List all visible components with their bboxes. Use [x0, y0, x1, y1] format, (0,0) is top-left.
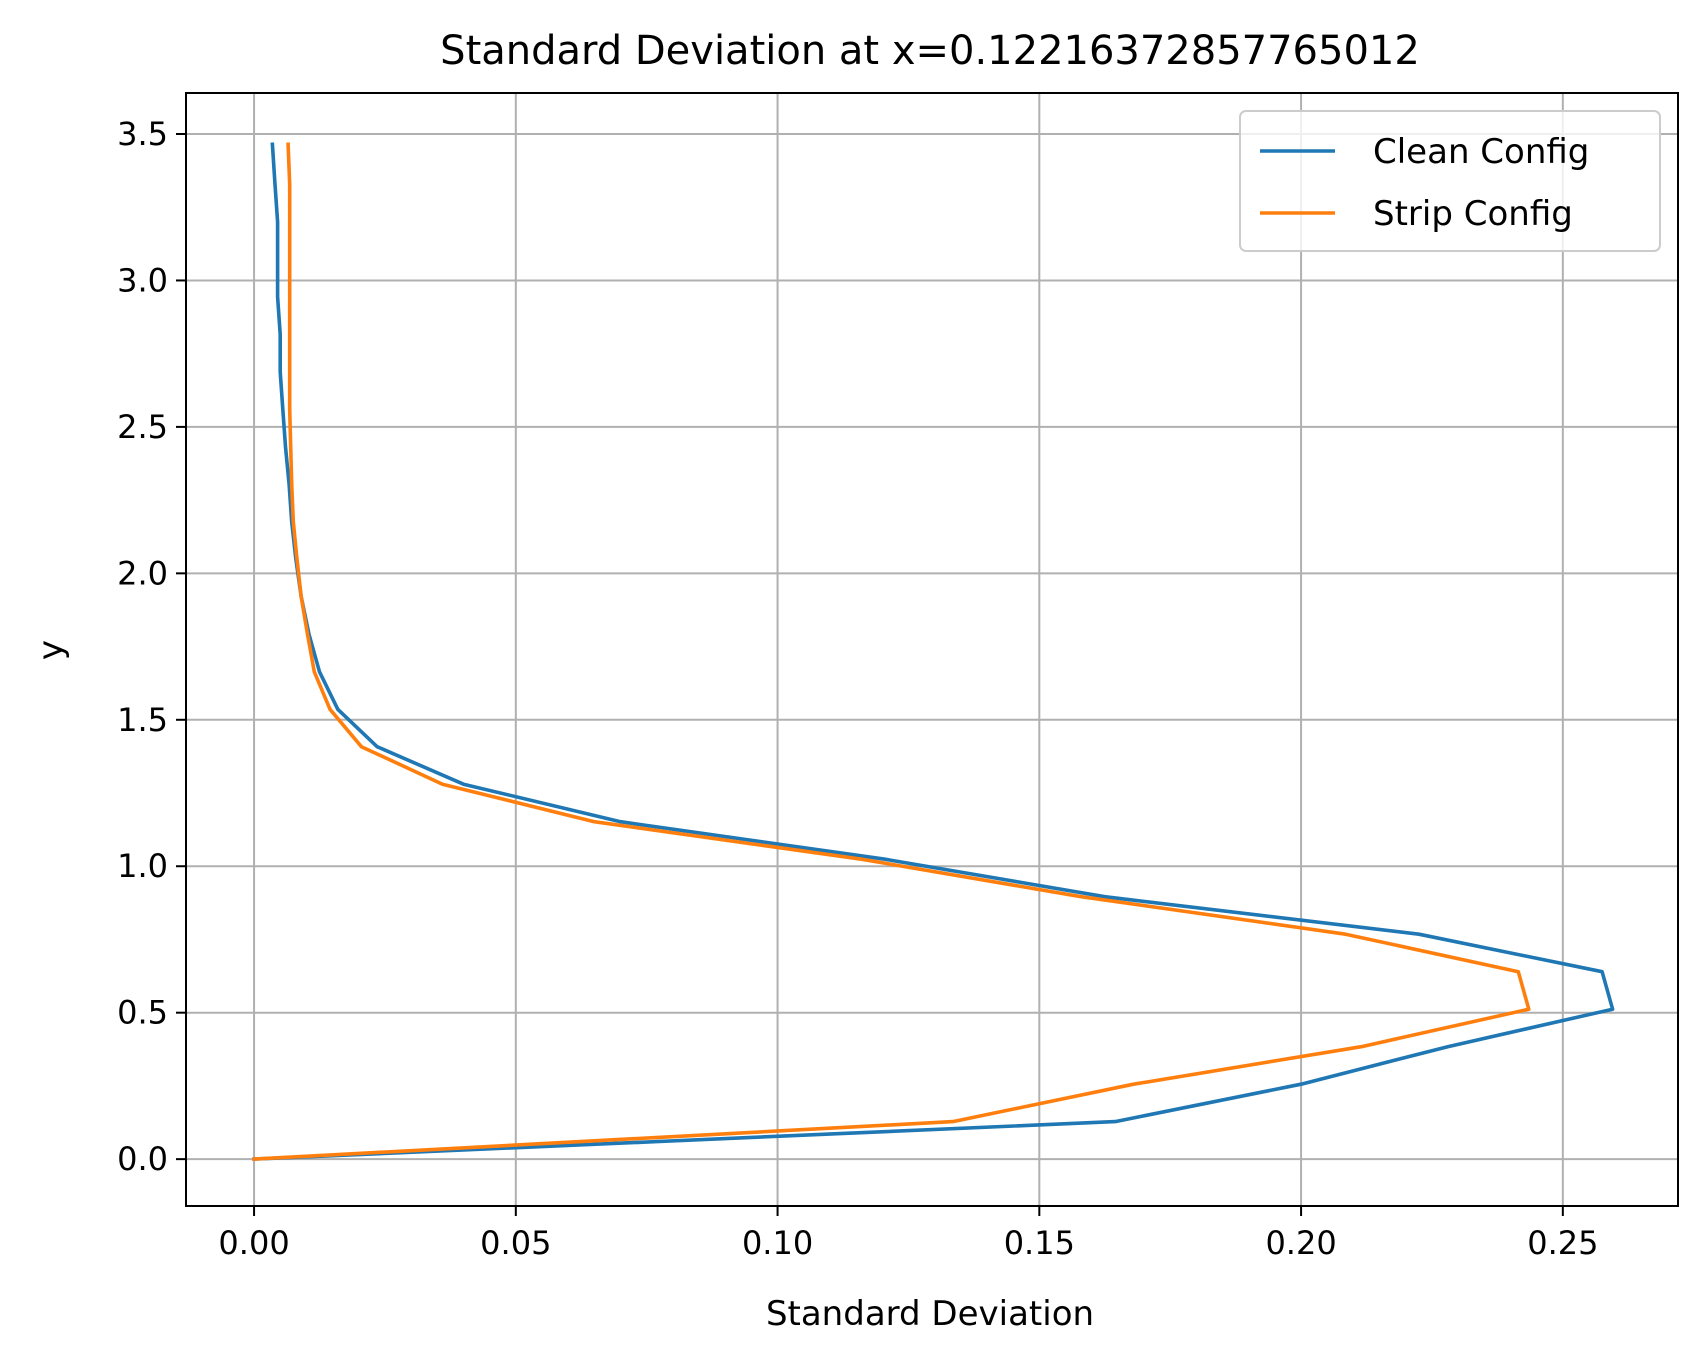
x-axis-label: Standard Deviation	[766, 1294, 1094, 1334]
y-tick-label: 3.5	[117, 115, 168, 153]
series-layer	[252, 142, 1615, 1161]
x-tick-label: 0.00	[218, 1224, 289, 1262]
grid	[186, 93, 1678, 1206]
y-tick-label: 1.5	[117, 701, 168, 739]
plot-frame	[185, 92, 1679, 1207]
legend-label-strip-config: Strip Config	[1373, 194, 1573, 234]
plot-area	[185, 92, 1679, 1207]
y-tick-label: 0.5	[117, 994, 168, 1032]
series-line-clean-config	[252, 142, 1615, 1161]
x-axis: 0.00 0.05 0.10 0.15 0.20 0.25	[218, 1206, 1598, 1262]
y-axis: 0.0 0.5 1.0 1.5 2.0 2.5 3.0 3.5	[117, 115, 186, 1178]
x-tick-label: 0.10	[742, 1224, 813, 1262]
x-tick-label: 0.25	[1527, 1224, 1598, 1262]
y-tick-label: 2.0	[117, 554, 168, 592]
legend: Clean Config Strip Config	[1239, 110, 1661, 252]
y-tick-label: 2.5	[117, 408, 168, 446]
plot-background	[186, 93, 1678, 1206]
x-tick-label: 0.15	[1004, 1224, 1075, 1262]
legend-box	[1239, 110, 1661, 252]
y-tick-label: 0.0	[117, 1140, 168, 1178]
chart-title: Standard Deviation at x=0.12216372857765…	[440, 28, 1420, 74]
y-tick-label: 3.0	[117, 261, 168, 299]
y-tick-label: 1.0	[117, 847, 168, 885]
x-tick-label: 0.05	[480, 1224, 551, 1262]
series-line-strip-config	[252, 142, 1531, 1161]
x-tick-label: 0.20	[1265, 1224, 1336, 1262]
legend-label-clean-config: Clean Config	[1373, 132, 1589, 172]
y-axis-label: y	[31, 640, 71, 660]
